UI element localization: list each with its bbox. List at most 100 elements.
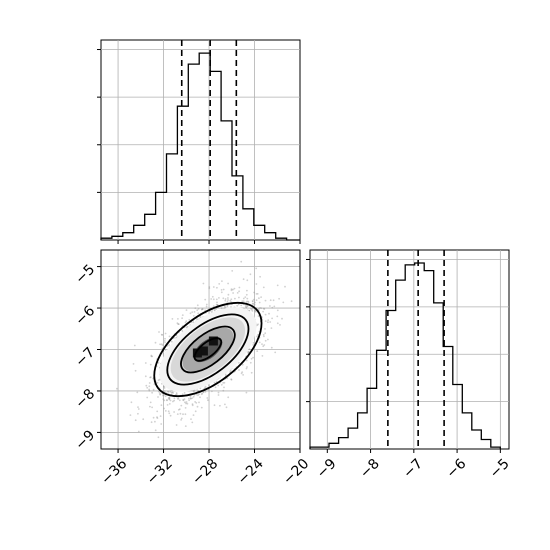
scatter-point	[274, 351, 277, 354]
scatter-point	[196, 405, 199, 408]
scatter-point	[152, 416, 155, 419]
scatter-point	[262, 333, 265, 336]
scatter-point	[163, 390, 166, 393]
scatter-point	[245, 359, 248, 362]
scatter-point	[151, 355, 154, 358]
scatter-point	[146, 396, 149, 399]
scatter-point	[263, 308, 266, 310]
scatter-point	[159, 393, 162, 396]
scatter-point	[238, 286, 241, 289]
scatter-point	[144, 362, 147, 364]
scatter-point	[163, 407, 166, 410]
scatter-point	[216, 286, 218, 289]
scatter-point	[219, 404, 221, 407]
scatter-point	[276, 315, 279, 318]
scatter-point	[191, 397, 194, 399]
scatter-point	[224, 298, 227, 300]
scatter-point	[226, 304, 229, 307]
y-tick-labels: −5 −6 −7 −8 −9	[72, 262, 98, 454]
scatter-point	[178, 399, 181, 402]
scatter-point	[194, 410, 197, 413]
scatter-point	[268, 312, 270, 315]
scatter-point	[198, 401, 200, 404]
y-tick-label: −6	[72, 303, 98, 329]
scatter-point	[262, 345, 265, 348]
scatter-point	[201, 308, 204, 310]
contour-line	[166, 313, 250, 386]
density-cell	[208, 336, 218, 346]
scatter-point	[247, 350, 250, 353]
scatter-point	[184, 407, 187, 409]
scatter-point	[246, 289, 248, 292]
scatter-point	[175, 424, 178, 426]
scatter-point	[230, 378, 233, 381]
scatter-point	[176, 322, 179, 325]
scatter-point	[213, 309, 216, 311]
scatter-point	[255, 283, 258, 285]
scatter-point	[251, 300, 254, 303]
scatter-point	[222, 389, 225, 392]
axis-ticks	[306, 258, 501, 453]
scatter-point	[145, 384, 148, 387]
scatter-point	[204, 391, 207, 393]
scatter-point	[245, 300, 248, 303]
scatter-point	[129, 414, 132, 416]
scatter-point	[245, 306, 247, 309]
scatter-point	[162, 394, 165, 396]
scatter-point	[148, 382, 151, 384]
scatter-point	[257, 315, 260, 317]
scatter-point	[212, 305, 215, 308]
scatter-point	[227, 297, 229, 299]
scatter-point	[150, 421, 153, 424]
scatter-point	[166, 399, 168, 402]
scatter-point	[282, 301, 285, 304]
scatter-point	[189, 312, 192, 315]
scatter-point	[168, 403, 171, 405]
scatter-point	[217, 384, 220, 387]
scatter-point	[197, 308, 200, 310]
scatter-point	[241, 371, 244, 373]
scatter-point	[213, 381, 216, 384]
scatter-point	[215, 303, 218, 306]
scatter-point	[146, 386, 149, 389]
scatter-point	[157, 361, 160, 364]
scatter-point	[148, 385, 151, 388]
quantile-lines	[180, 40, 238, 240]
scatter-point	[148, 388, 151, 391]
scatter-point	[183, 392, 186, 394]
scatter-point	[264, 332, 267, 335]
contour-line	[180, 325, 236, 374]
scatter-point	[202, 282, 205, 285]
scatter-point	[142, 418, 145, 421]
histogram-step-line	[309, 262, 501, 449]
scatter-point	[252, 342, 255, 344]
scatter-point	[149, 401, 152, 404]
scatter-point	[246, 305, 249, 307]
histogram-panel-param-2: −9 −8 −7 −6 −5	[306, 249, 513, 482]
scatter-point	[132, 363, 135, 365]
scatter-point	[168, 344, 171, 346]
scatter-point	[175, 393, 178, 395]
scatter-point	[199, 316, 202, 318]
scatter-point	[251, 300, 254, 302]
scatter-point	[191, 404, 194, 407]
scatter-point	[157, 390, 160, 393]
scatter-point	[183, 398, 186, 400]
scatter-point	[256, 350, 259, 352]
scatter-point	[173, 399, 176, 402]
scatter-point	[177, 323, 180, 325]
scatter-point	[181, 317, 184, 320]
scatter-point	[170, 340, 173, 343]
scatter-point	[197, 389, 200, 392]
scatter-point	[159, 393, 162, 395]
scatter-point	[253, 291, 256, 294]
scatter-point	[248, 348, 251, 350]
scatter-point	[178, 408, 181, 411]
scatter-point	[182, 413, 184, 416]
scatter-point	[160, 333, 163, 336]
scatter-point	[249, 273, 252, 276]
scatter-point	[221, 280, 223, 282]
scatter-point	[252, 307, 254, 310]
scatter-point	[254, 310, 257, 313]
scatter-point	[279, 324, 281, 326]
